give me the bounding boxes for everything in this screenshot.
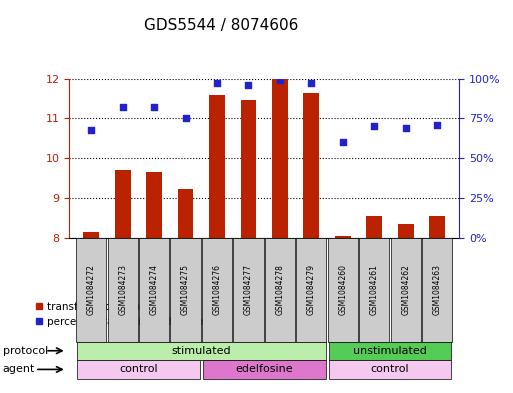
Text: GSM1084276: GSM1084276 [212, 264, 222, 315]
Text: GSM1084263: GSM1084263 [432, 264, 442, 315]
Bar [146, 172, 162, 238]
Text: GSM1084261: GSM1084261 [370, 264, 379, 315]
Bar [177, 189, 193, 238]
Bar [209, 94, 225, 238]
Text: GSM1084272: GSM1084272 [87, 264, 96, 315]
Point [433, 121, 441, 128]
Bar [304, 92, 319, 238]
Bar [335, 236, 351, 238]
Bar [115, 170, 131, 238]
Bar [398, 224, 413, 238]
Point [370, 123, 379, 129]
Bar [84, 232, 99, 238]
Bar [241, 101, 256, 238]
Text: GSM1084279: GSM1084279 [307, 264, 316, 315]
Point [182, 115, 190, 121]
Text: GSM1084278: GSM1084278 [275, 264, 284, 315]
Point [307, 80, 315, 86]
Point [402, 125, 410, 131]
Text: protocol: protocol [3, 346, 48, 356]
Text: GSM1084275: GSM1084275 [181, 264, 190, 315]
Text: stimulated: stimulated [171, 346, 231, 356]
Legend: transformed count, percentile rank within the sample: transformed count, percentile rank withi… [32, 298, 227, 331]
Point [87, 127, 95, 133]
Text: edelfosine: edelfosine [235, 364, 293, 375]
Point [276, 77, 284, 83]
Text: GSM1084277: GSM1084277 [244, 264, 253, 315]
Text: agent: agent [3, 364, 35, 375]
Point [213, 80, 221, 86]
Text: unstimulated: unstimulated [353, 346, 427, 356]
Point [244, 82, 252, 88]
Point [150, 104, 158, 110]
Text: GSM1084273: GSM1084273 [118, 264, 127, 315]
Bar [272, 79, 288, 238]
Text: GSM1084274: GSM1084274 [150, 264, 159, 315]
Bar [366, 216, 382, 238]
Bar [429, 216, 445, 238]
Point [119, 104, 127, 110]
Text: GSM1084262: GSM1084262 [401, 264, 410, 315]
Text: control: control [371, 364, 409, 375]
Text: control: control [119, 364, 157, 375]
Text: GDS5544 / 8074606: GDS5544 / 8074606 [144, 18, 298, 33]
Point [339, 139, 347, 145]
Text: GSM1084260: GSM1084260 [338, 264, 347, 315]
